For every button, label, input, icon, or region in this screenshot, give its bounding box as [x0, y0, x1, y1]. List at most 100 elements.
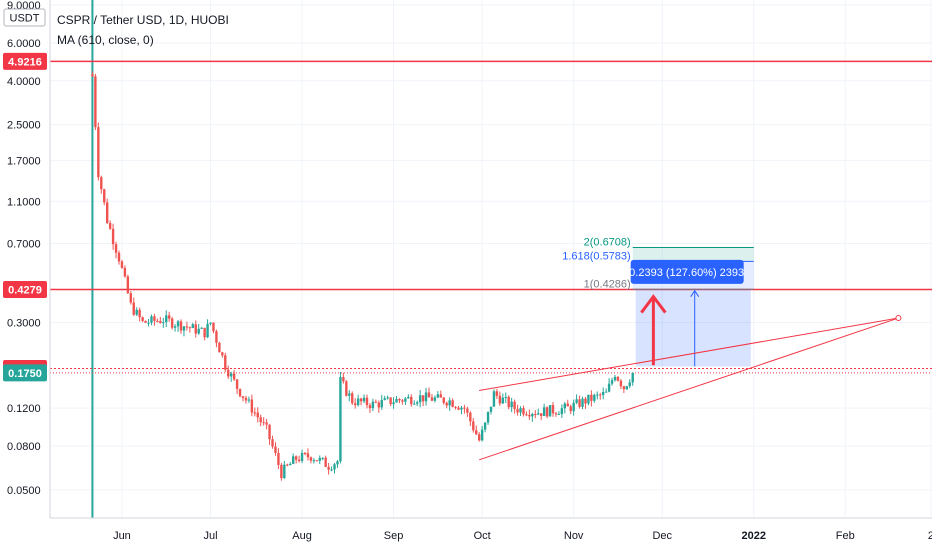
candle-163 — [572, 399, 575, 416]
time-axis-bg — [0, 518, 932, 550]
price-badge-3[interactable]: 0.1750 — [3, 364, 47, 382]
candle-73 — [306, 448, 310, 461]
price-badge-0[interactable]: 4.9216 — [3, 52, 47, 70]
candle-155 — [548, 405, 552, 417]
x-tick-label-2: Aug — [292, 530, 312, 542]
candle-105 — [401, 398, 404, 405]
candle-6 — [108, 220, 112, 230]
candle-174 — [604, 388, 608, 393]
trend-drawings[interactable] — [479, 294, 902, 461]
candle-96 — [374, 399, 378, 404]
candle-104 — [398, 398, 401, 404]
candle-143 — [513, 399, 516, 414]
candle-29 — [176, 319, 180, 332]
candle-161 — [566, 399, 569, 407]
y-tick-label-5: 1.1000 — [7, 196, 41, 208]
candle-117 — [436, 391, 440, 399]
y-tick-label-1: 6.0000 — [7, 38, 41, 50]
candle-45 — [224, 352, 227, 373]
candle-87 — [348, 390, 351, 402]
currency-badge-text: USDT — [10, 13, 40, 25]
candle-77 — [318, 455, 321, 465]
candle-153 — [542, 403, 546, 416]
candle-142 — [510, 397, 513, 413]
price-axis-bg — [0, 0, 50, 550]
candle-72 — [303, 451, 307, 456]
price-badge-text-3: 0.1750 — [8, 368, 42, 380]
symbol-title[interactable]: CSPR / Tether USD, 1D, HUOBI — [57, 13, 229, 27]
candle-178 — [616, 376, 620, 382]
wedge-lower-trendline[interactable] — [479, 317, 899, 461]
candle-76 — [315, 460, 319, 462]
candle-13 — [129, 291, 133, 305]
candle-103 — [395, 396, 398, 403]
candle-114 — [427, 387, 431, 398]
candle-107 — [407, 394, 410, 399]
candle-183 — [631, 372, 634, 386]
candle-169 — [590, 390, 593, 407]
candle-158 — [557, 411, 561, 416]
candle-126 — [463, 404, 466, 414]
projection-label[interactable]: 0.2393 (127.60%) 2393 — [629, 259, 744, 284]
candle-46 — [227, 365, 230, 380]
candle-35 — [194, 320, 197, 338]
price-axis[interactable]: 9.00006.00004.00002.50001.70001.10000.70… — [0, 0, 51, 550]
candle-12 — [126, 274, 130, 294]
indicator-label[interactable]: MA (610, close, 0) — [57, 33, 154, 47]
wedge-apex-point[interactable] — [895, 315, 902, 322]
candle-93 — [365, 394, 369, 409]
candle-28 — [173, 324, 177, 332]
candle-7 — [111, 223, 115, 250]
candle-3 — [100, 175, 103, 194]
candle-26 — [167, 311, 171, 322]
candle-95 — [371, 398, 375, 412]
candle-32 — [185, 321, 189, 331]
candle-115 — [430, 394, 434, 402]
projection-label-text: 0.2393 (127.60%) 2393 — [629, 267, 744, 279]
price-badge-text-1: 0.4279 — [8, 284, 42, 296]
y-tick-label-8: 0.1200 — [7, 403, 41, 415]
candle-9 — [117, 250, 121, 265]
candle-148 — [528, 409, 531, 420]
y-tick-label-2: 4.0000 — [7, 76, 41, 88]
candle-17 — [141, 316, 144, 323]
candle-43 — [218, 341, 221, 353]
y-tick-label-6: 0.7000 — [7, 238, 41, 250]
candle-57 — [259, 414, 262, 427]
horizontal-level-lines — [50, 0, 932, 518]
y-tick-label-9: 0.0800 — [7, 441, 41, 453]
time-axis[interactable]: Jun Jul Aug Sep Oct Nov Dec 2022 Feb 2 — [0, 517, 932, 550]
candle-94 — [368, 402, 372, 413]
candle-21 — [153, 313, 156, 326]
x-tick-label-5: Nov — [564, 530, 584, 542]
candle-55 — [253, 407, 257, 417]
x-tick-label-9: 2 — [928, 530, 932, 542]
currency-badge[interactable]: USDT — [3, 8, 46, 27]
candle-41 — [212, 322, 215, 334]
candle-165 — [578, 395, 581, 409]
wedge-upper-trendline[interactable] — [479, 317, 899, 391]
candle-125 — [460, 405, 463, 415]
price-badge-text-0: 4.9216 — [8, 56, 42, 68]
candle-23 — [159, 316, 162, 324]
candle-25 — [165, 310, 168, 328]
candle-36 — [197, 324, 200, 335]
candle-88 — [351, 391, 354, 406]
candle-91 — [359, 397, 363, 406]
candle-118 — [439, 390, 443, 398]
candle-85 — [342, 372, 345, 384]
candle-83 — [336, 459, 339, 468]
candle-8 — [114, 241, 118, 259]
candle-111 — [418, 390, 422, 408]
candle-92 — [362, 394, 366, 404]
candle-159 — [560, 404, 564, 418]
candle-90 — [356, 394, 360, 407]
candle-30 — [179, 319, 183, 334]
chart-legend: CSPR / Tether USD, 1D, HUOBI MA (610, cl… — [57, 10, 229, 50]
candle-89 — [353, 398, 357, 409]
candle-86 — [345, 380, 348, 397]
price-badge-1[interactable]: 0.4279 — [3, 280, 47, 298]
candle-31 — [182, 325, 186, 337]
